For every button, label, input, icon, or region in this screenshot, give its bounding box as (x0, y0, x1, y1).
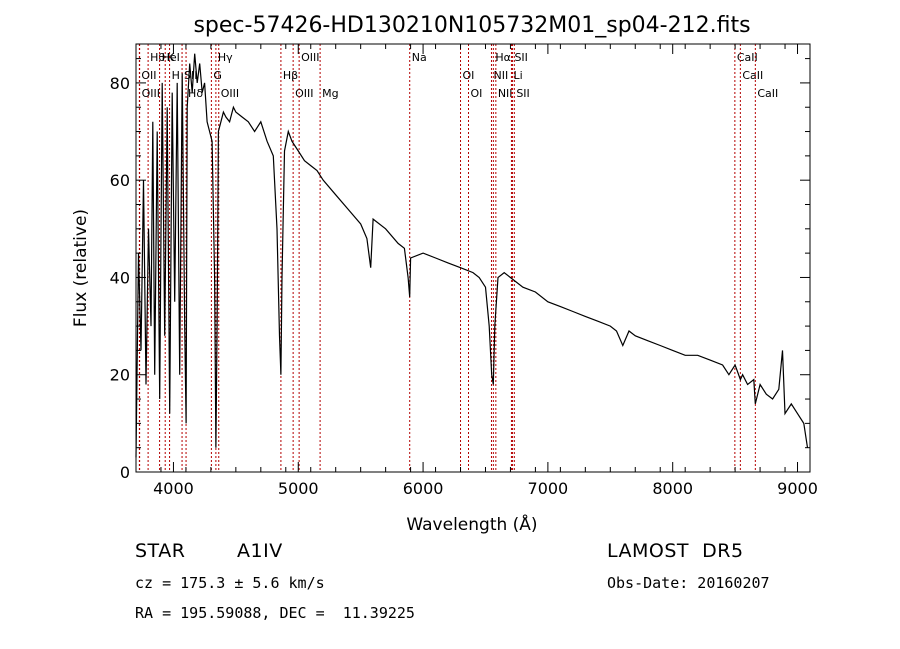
redshift-cz: cz = 175.3 ± 5.6 km/s (135, 574, 325, 592)
marker-label: Mg (322, 87, 338, 100)
coordinates: RA = 195.59088, DEC = 11.39225 (135, 604, 415, 622)
y-tick-label: 80 (110, 74, 130, 93)
x-axis-ticks: 4000 5000 6000 7000 8000 9000 (135, 44, 818, 498)
marker-label: K (167, 51, 175, 64)
y-tick-label: 60 (110, 171, 130, 190)
y-tick-label: 40 (110, 268, 130, 287)
marker-label: Hα (495, 51, 511, 64)
marker-label: OIII (142, 87, 160, 100)
marker-label: Hγ (218, 51, 233, 64)
x-tick-label: 9000 (777, 479, 818, 498)
marker-label: CaII (737, 51, 758, 64)
x-axis-label: Wavelength (Å) (406, 513, 537, 535)
survey-release: LAMOST DR5 (607, 540, 744, 562)
spectrum-chart: spec-57426-HD130210N105732M01_sp04-212.f… (71, 13, 818, 535)
y-axis-label: Flux (relative) (71, 209, 91, 327)
marker-label: SII (514, 51, 527, 64)
marker-label: G (213, 69, 222, 82)
object-class: STAR (135, 540, 186, 562)
marker-label: OIII (301, 51, 319, 64)
marker-label: Hβ (283, 69, 298, 82)
marker-label: OI (471, 87, 483, 100)
marker-label: CaII (757, 87, 778, 100)
marker-label: OII (141, 69, 156, 82)
marker-label: OI (463, 69, 475, 82)
marker-label: HeI (162, 51, 180, 64)
marker-label: Li (513, 69, 522, 82)
subclass: A1IV (237, 540, 283, 562)
x-tick-label: 7000 (528, 479, 569, 498)
obs-date: Obs-Date: 20160207 (607, 574, 770, 592)
x-tick-label: 4000 (153, 479, 194, 498)
marker-label: CaII (742, 69, 763, 82)
x-tick-label: 6000 (403, 479, 444, 498)
chart-title: spec-57426-HD130210N105732M01_sp04-212.f… (193, 13, 750, 38)
marker-label: NII (493, 69, 508, 82)
spectrum-line (135, 53, 809, 458)
y-axis-ticks: 0 20 40 60 80 (110, 58, 810, 482)
marker-label: Hθ (150, 51, 165, 64)
y-tick-label: 0 (120, 463, 130, 482)
y-tick-label: 20 (110, 366, 130, 385)
plot-frame (135, 43, 811, 473)
marker-label: Na (412, 51, 427, 64)
line-markers: HθOIIOIIIKHHδHeISIIOIIIHγGOIIIOIIIHβMgNa… (138, 44, 778, 472)
marker-label: NII (498, 87, 513, 100)
marker-label: Hδ (188, 87, 203, 100)
x-tick-label: 8000 (652, 479, 693, 498)
marker-label: OIII (295, 87, 313, 100)
marker-label: H (172, 69, 180, 82)
marker-label: SII (516, 87, 529, 100)
marker-label: OIII (221, 87, 239, 100)
x-tick-label: 5000 (278, 479, 319, 498)
